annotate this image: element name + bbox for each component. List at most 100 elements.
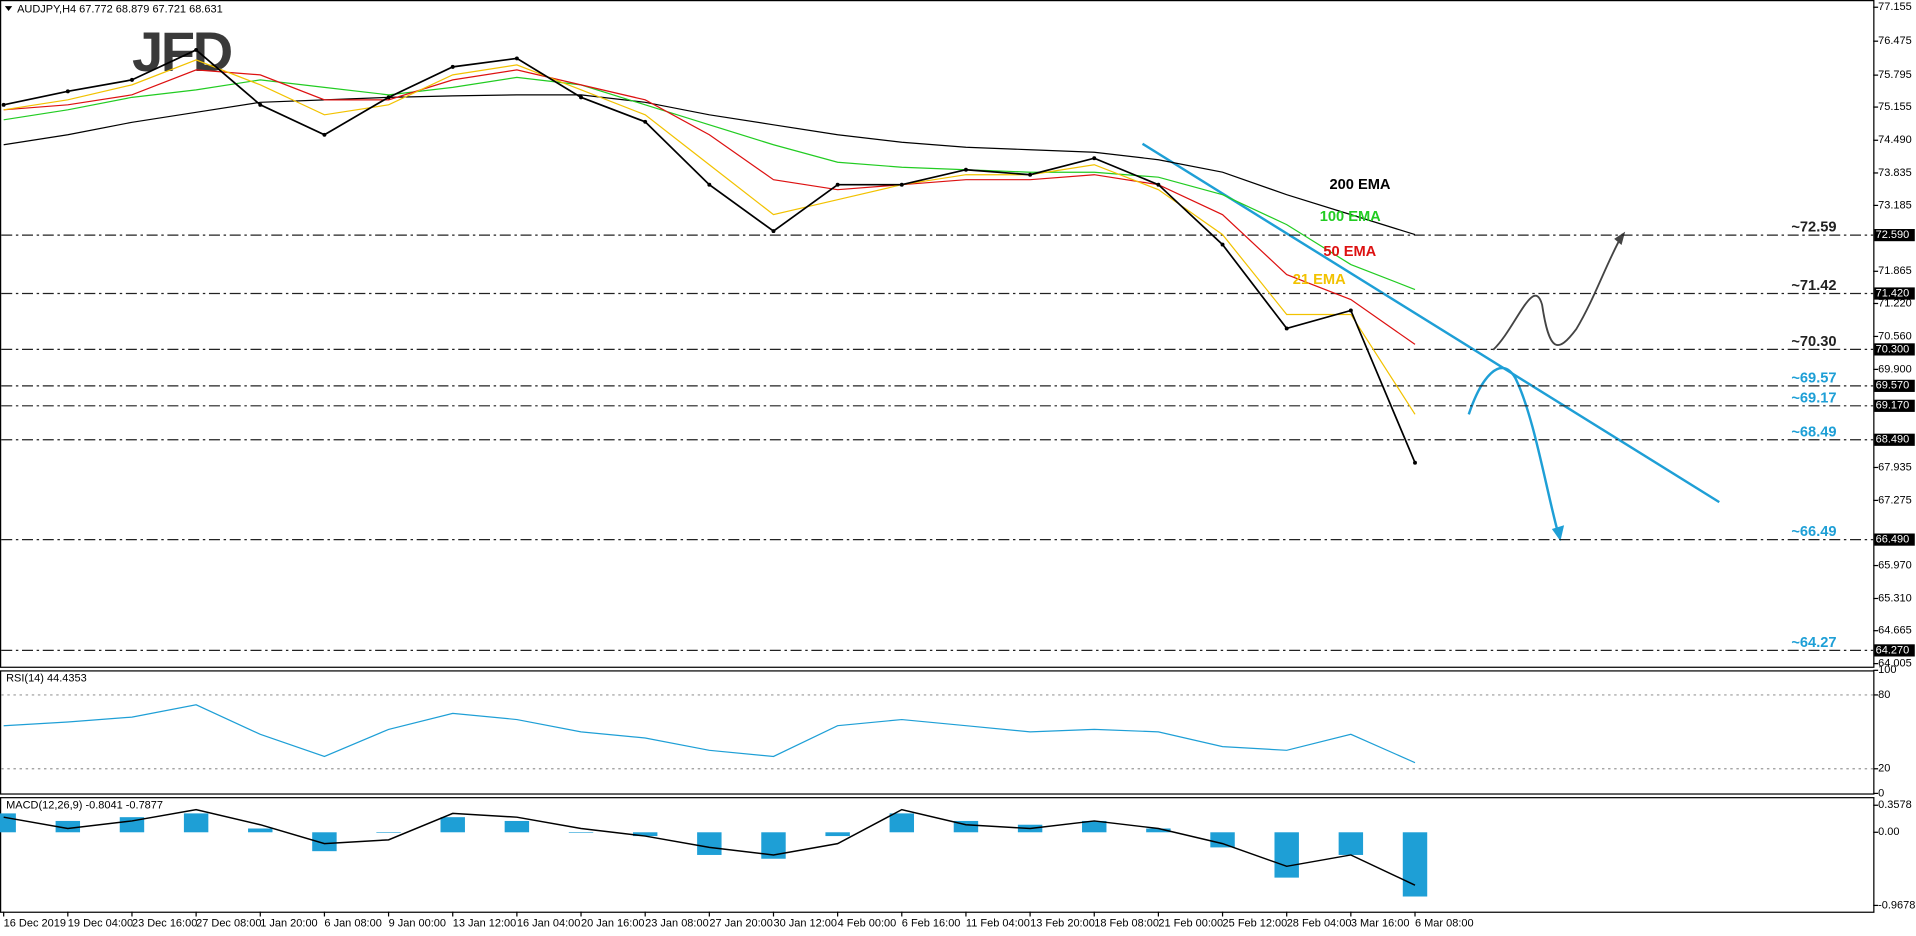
x-tick-label: 21 Feb 00:00	[1158, 918, 1223, 930]
level-box-label: 68.490	[1876, 434, 1910, 446]
price-point	[899, 182, 904, 187]
y-tick-label: 70.560	[1878, 330, 1912, 342]
x-tick-label: 16 Dec 2019	[4, 918, 66, 930]
y-tick-label: 73.185	[1878, 199, 1912, 211]
price-point	[835, 182, 840, 187]
macd-bar	[1338, 832, 1364, 855]
level-box	[1874, 644, 1915, 657]
x-tick-label: 3 Mar 16:00	[1351, 918, 1410, 930]
x-tick-label: 6 Jan 08:00	[324, 918, 381, 930]
x-tick-label: 18 Feb 08:00	[1094, 918, 1159, 930]
y-tick-label: 0.3578	[1878, 799, 1912, 811]
x-tick-label: 6 Feb 16:00	[902, 918, 961, 930]
price-point	[65, 89, 70, 94]
x-tick-label: 23 Jan 08:00	[645, 918, 709, 930]
level-box-label: 66.490	[1876, 534, 1910, 546]
macd-bar	[1402, 832, 1428, 897]
x-tick-label: 9 Jan 00:00	[389, 918, 446, 930]
ema-line	[3, 94, 1416, 236]
y-tick-label: 64.005	[1878, 658, 1912, 670]
macd-bar	[1082, 820, 1107, 833]
level-label: ~71.42	[1791, 278, 1836, 294]
level-box-label: 69.570	[1876, 380, 1910, 392]
y-tick-label: 74.490	[1878, 134, 1912, 146]
macd-bar	[632, 832, 658, 837]
x-tick-label: 13 Jan 12:00	[453, 918, 517, 930]
level-box	[1874, 399, 1915, 412]
y-tick-label: 73.835	[1878, 167, 1912, 179]
macd-bar	[1146, 828, 1171, 833]
macd-bar	[0, 813, 16, 833]
macd-bar	[568, 832, 594, 833]
price-point	[1348, 308, 1353, 313]
level-label: ~66.49	[1791, 524, 1836, 540]
price-point	[1028, 172, 1033, 177]
price-point	[130, 77, 134, 82]
y-tick-label: 100	[1878, 664, 1896, 676]
level-box	[1874, 343, 1915, 356]
level-box	[1874, 229, 1915, 242]
y-tick-label: 80	[1878, 689, 1890, 701]
macd-bar	[440, 817, 465, 833]
price-point	[707, 182, 712, 187]
x-tick-label: 19 Dec 04:00	[68, 918, 133, 930]
macd-bar	[55, 820, 81, 833]
rsi-line	[3, 704, 1416, 764]
x-tick-label: 6 Mar 08:00	[1415, 918, 1474, 930]
macd-bar	[376, 832, 401, 833]
x-tick-label: 4 Feb 00:00	[838, 918, 897, 930]
x-tick-label: 30 Jan 12:00	[773, 918, 837, 930]
macd-panel	[0, 797, 1875, 913]
level-label: ~68.49	[1791, 424, 1836, 440]
price-point	[1284, 326, 1289, 331]
level-label: ~64.27	[1791, 635, 1836, 651]
y-tick-label: 69.900	[1878, 363, 1912, 375]
y-tick-label: 77.155	[1878, 1, 1912, 13]
price-point	[963, 167, 968, 172]
x-tick-label: 27 Jan 20:00	[709, 918, 773, 930]
macd-bar	[953, 820, 979, 833]
price-point	[1156, 182, 1161, 187]
level-box	[1874, 287, 1915, 300]
y-tick-label: 0.00	[1878, 826, 1899, 838]
price-point	[1220, 242, 1225, 247]
y-tick-label: 20	[1878, 763, 1890, 775]
ema-label: 200 EMA	[1329, 177, 1390, 193]
ema-label: 21 EMA	[1293, 272, 1346, 288]
level-box-label: 64.270	[1876, 644, 1910, 656]
analysis-drawings	[1141, 142, 1720, 542]
price-point	[514, 56, 519, 61]
macd-bar	[248, 828, 273, 833]
chart-title: AUDJPY,H4 67.772 68.879 67.721 68.631	[17, 4, 223, 16]
macd-bar	[1210, 832, 1235, 848]
x-tick-label: 25 Feb 12:00	[1223, 918, 1288, 930]
trend-line	[1141, 142, 1720, 504]
bull-scenario-path	[1492, 233, 1624, 351]
y-tick-label: 75.155	[1878, 101, 1912, 113]
y-tick-label: 71.220	[1878, 297, 1912, 309]
macd-bar	[183, 813, 209, 833]
panel-borders	[0, 0, 1875, 913]
x-tick-label: 28 Feb 04:00	[1287, 918, 1352, 930]
y-tick-label: 76.475	[1878, 35, 1912, 47]
price-point	[771, 229, 776, 234]
ema-line	[3, 76, 1416, 291]
macd-title: MACD(12,26,9) -0.8041 -0.7877	[6, 800, 163, 812]
x-tick-label: 13 Feb 20:00	[1030, 918, 1095, 930]
level-box-label: 72.590	[1876, 229, 1910, 241]
price-point	[386, 95, 391, 100]
y-tick-label: 64.665	[1878, 625, 1912, 637]
macd-bar	[697, 832, 722, 855]
x-tick-label: 16 Jan 04:00	[517, 918, 581, 930]
y-tick-label: 0	[1878, 787, 1884, 799]
level-box	[1874, 433, 1915, 446]
price-point	[1092, 156, 1097, 161]
level-box	[1874, 379, 1915, 392]
x-tick-label: 23 Dec 16:00	[132, 918, 197, 930]
y-tick-label: 65.310	[1878, 592, 1912, 604]
price-point	[322, 132, 327, 137]
level-box	[1874, 533, 1915, 546]
macd-bar	[504, 820, 530, 833]
